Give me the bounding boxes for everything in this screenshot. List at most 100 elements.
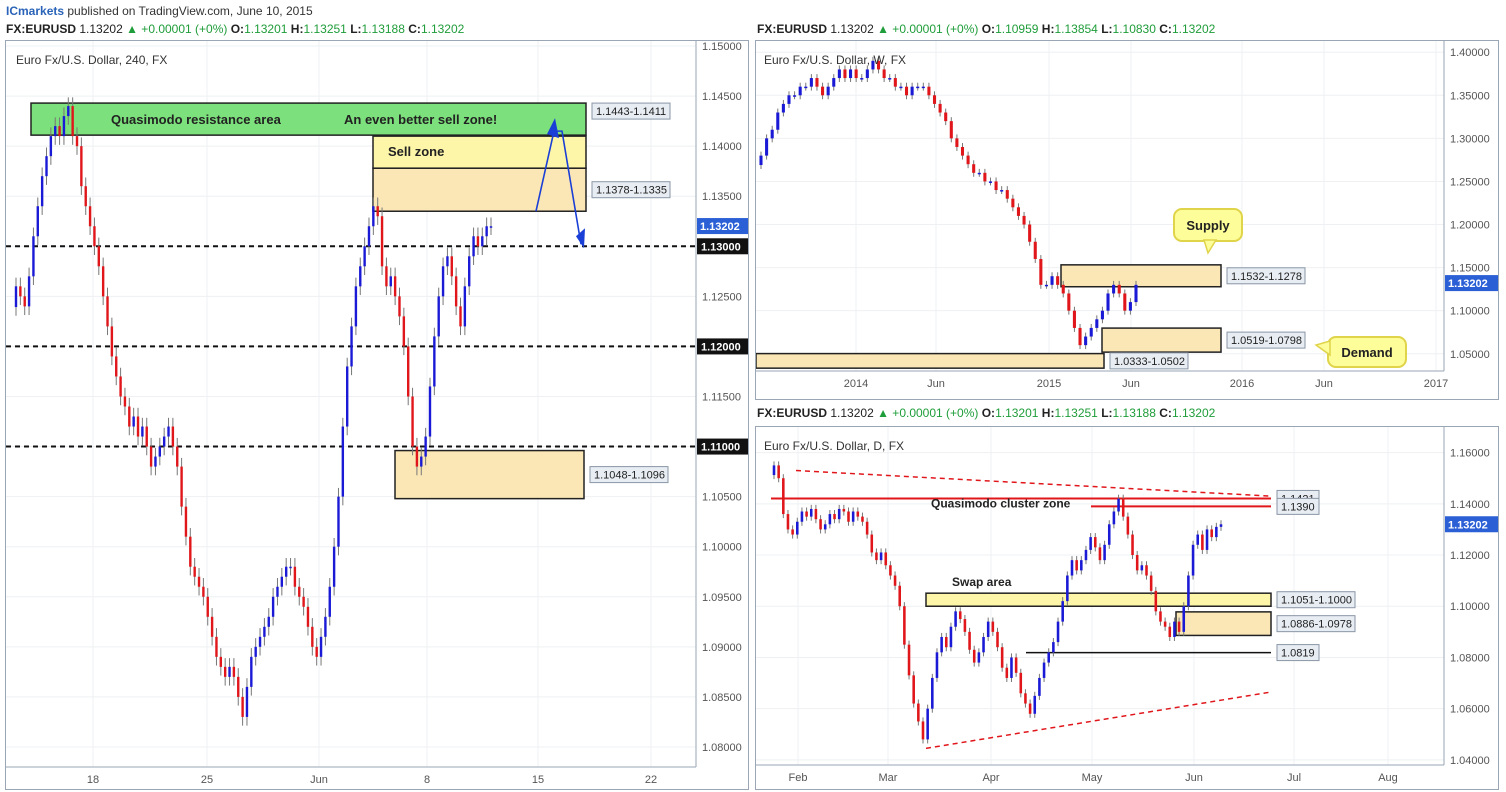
zone-rect (30, 102, 587, 136)
candle-body (97, 246, 100, 267)
candle-body (861, 516, 864, 522)
candle-body (206, 596, 209, 617)
publish-header: ICmarkets published on TradingView.com, … (0, 0, 1506, 22)
last-price-tag-bg (1445, 275, 1498, 292)
zone-rect (372, 167, 587, 212)
candle-body (328, 586, 331, 617)
candle-body (136, 416, 140, 437)
candle-body (814, 508, 818, 520)
candle-body (972, 164, 976, 173)
zone-rect (925, 592, 1272, 607)
x-tick-label: 2017 (1424, 378, 1448, 390)
candle-body (960, 146, 965, 156)
level-tag: 1.13000 (701, 241, 741, 253)
candle-body (1089, 327, 1093, 337)
candle-body (1219, 524, 1223, 527)
callout-demand-tail (1314, 340, 1331, 357)
zone-label-box (1109, 352, 1189, 370)
candle-body (865, 69, 869, 79)
candle-body (876, 60, 881, 70)
candle-body (1066, 575, 1069, 602)
d-chart-panel[interactable]: 1.16000 1.14000 1.12000 1.10000 1.08000 1.060… (755, 426, 1499, 790)
x-tick-label: 8 (424, 774, 430, 786)
candle-body (931, 677, 934, 709)
w-chart-panel[interactable]: 1.40000 1.35000 1.30000 1.25000 1.20000 1.150… (755, 40, 1499, 400)
candle-body (907, 644, 911, 676)
candle-body (14, 286, 18, 308)
zone-label: 1.1443-1.1411 (596, 106, 666, 118)
candle-body (1106, 293, 1110, 311)
candle-body (1000, 190, 1004, 192)
h4-chart[interactable]: 1.15000 1.14500 1.14000 1.13500 1.13000 1.125… (6, 41, 749, 790)
zone-label: 1.0333-1.0502 (1114, 356, 1185, 368)
candle-body (1095, 319, 1099, 328)
x-tick-label: Jun (310, 774, 328, 786)
candle-body (324, 616, 327, 637)
zone-label-box (589, 466, 669, 484)
zone-label-box (591, 102, 671, 120)
candle-body (944, 112, 948, 122)
w-chart[interactable]: 1.40000 1.35000 1.30000 1.25000 1.20000 1.150… (756, 41, 1499, 400)
candle-body (1215, 526, 1218, 538)
candle-body (1080, 560, 1083, 571)
candle-body (437, 296, 440, 337)
candle-body (385, 266, 388, 287)
y-tick-label: 1.09000 (702, 642, 742, 654)
y-tick-label: 1.10500 (702, 492, 742, 504)
candle-body (871, 60, 875, 70)
annotation-quasimodo-cluster: Quasimodo cluster zone (931, 497, 1071, 511)
candle-body (898, 585, 901, 607)
candle-body (223, 666, 227, 677)
candle-body (1121, 498, 1125, 517)
y-tick-label: 1.20000 (1450, 220, 1490, 232)
d-quote: FX:EURUSD 1.13202 ▲ +0.00001 (+0%) O:1.1… (757, 406, 1216, 420)
candle-body (912, 675, 915, 704)
candle-body (263, 626, 266, 637)
x-tick-label: Feb (789, 772, 808, 784)
candle-body (1044, 284, 1048, 287)
zone-label: 1.1048-1.1096 (594, 470, 665, 482)
candle-body (926, 708, 929, 740)
candle-body (1022, 215, 1026, 225)
h4-chart-panel[interactable]: 1.15000 1.14500 1.14000 1.13500 1.13000 1.125… (5, 40, 749, 790)
candle-body (171, 426, 175, 447)
candle-body (904, 86, 909, 96)
candle-body (921, 721, 925, 740)
candle-body (376, 206, 379, 217)
zone-label: 1.1378-1.1335 (596, 185, 667, 197)
candle-body (966, 155, 970, 165)
last-price-tag: 1.13202 (1448, 519, 1488, 531)
candle-body (258, 636, 262, 647)
candle-body (1117, 284, 1121, 294)
publisher-link[interactable]: ICmarkets (6, 4, 65, 18)
candle-body (1134, 284, 1138, 303)
candle-body (1084, 336, 1088, 346)
candle-body (1112, 511, 1116, 525)
candle-body (101, 266, 105, 297)
candle-body (119, 376, 122, 397)
d-chart[interactable]: 1.16000 1.14000 1.12000 1.10000 1.08000 1.060… (756, 427, 1499, 790)
candle-body (1126, 516, 1130, 535)
candle-body (167, 426, 170, 437)
w-quote: FX:EURUSD 1.13202 ▲ +0.00001 (+0%) O:1.1… (757, 22, 1216, 36)
zone-label-box (1226, 331, 1306, 349)
candle-body (916, 86, 920, 89)
last-price-tag: 1.13202 (700, 221, 740, 233)
y-tick-label: 1.05000 (1450, 349, 1490, 361)
candle-body (958, 611, 962, 620)
candle-body (110, 326, 114, 357)
candle-body (804, 86, 808, 89)
candle-body (363, 246, 366, 267)
candle-body (977, 652, 981, 663)
publish-info: published on TradingView.com, June 10, 2… (64, 4, 313, 18)
candle-body (982, 636, 985, 653)
candle-body (354, 286, 358, 327)
x-tick-label: Jun (927, 378, 945, 390)
level-tag: 1.12000 (701, 341, 741, 353)
candle-body (1168, 626, 1172, 637)
candle-body (1140, 565, 1144, 571)
candle-body (62, 116, 66, 137)
candle-body (917, 703, 920, 722)
candle-body (949, 121, 953, 139)
candle-body (996, 631, 999, 648)
